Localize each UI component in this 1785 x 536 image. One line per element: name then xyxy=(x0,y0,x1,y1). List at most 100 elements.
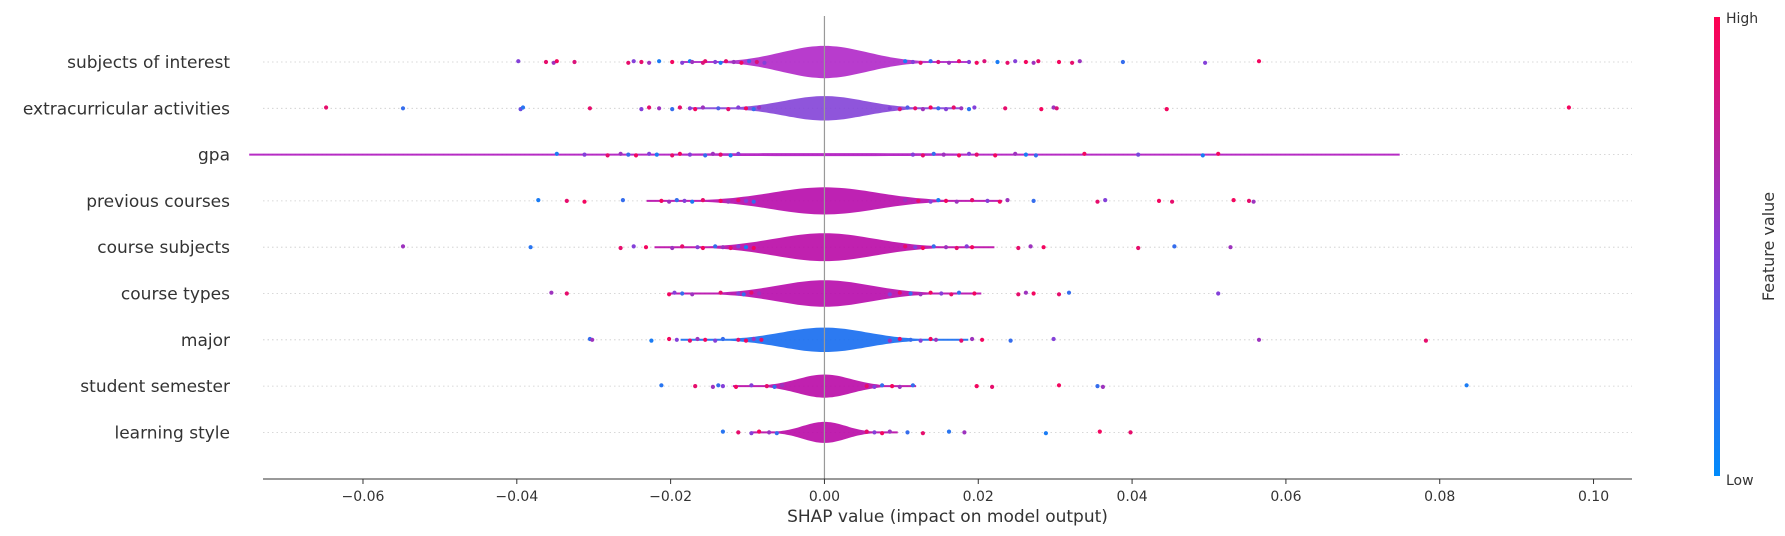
colorbar-gradient xyxy=(1714,17,1720,476)
shap-point xyxy=(723,59,729,64)
shap-point xyxy=(667,199,672,204)
shap-point xyxy=(726,199,731,204)
colorbar-high-label: High xyxy=(1726,11,1758,27)
shap-point xyxy=(736,198,741,203)
shap-point xyxy=(1008,338,1013,343)
shap-point xyxy=(693,384,698,389)
shap-point xyxy=(890,384,895,389)
shap-point xyxy=(887,338,892,343)
feature-row xyxy=(249,151,1632,158)
shap-point xyxy=(631,244,636,249)
shap-point xyxy=(970,198,975,203)
x-tick-label: −0.06 xyxy=(342,489,385,505)
shap-point xyxy=(897,336,902,342)
shap-point xyxy=(693,107,698,112)
feature-row xyxy=(263,233,1632,262)
shap-point xyxy=(520,105,526,110)
shap-point xyxy=(1056,383,1062,388)
shap-point xyxy=(667,336,672,342)
shap-point xyxy=(959,338,964,343)
shap-point xyxy=(864,384,869,389)
shap-point xyxy=(720,384,726,389)
shap-point xyxy=(687,338,693,343)
shap-point xyxy=(908,291,913,296)
shap-point xyxy=(690,59,695,65)
shap-point xyxy=(972,291,977,296)
feature-row xyxy=(263,421,1632,443)
shap-point xyxy=(995,59,1000,65)
shap-point xyxy=(897,384,902,389)
shap-point xyxy=(762,60,767,65)
shap-point xyxy=(1036,59,1041,64)
shap-point xyxy=(631,59,636,64)
shap-point xyxy=(718,152,723,157)
shap-point xyxy=(690,199,695,204)
shap-point xyxy=(670,107,675,112)
shap-point xyxy=(733,384,739,389)
shap-point xyxy=(751,107,756,112)
shap-point xyxy=(941,152,946,157)
shap-point xyxy=(728,245,733,251)
shap-point xyxy=(633,153,639,158)
shap-point xyxy=(936,198,941,203)
shap-point xyxy=(943,198,949,203)
shap-point xyxy=(647,60,652,65)
x-axis-label: SHAP value (impact on model output) xyxy=(787,507,1108,527)
shap-point xyxy=(743,245,749,250)
shap-point xyxy=(970,336,975,342)
feature-row xyxy=(263,280,1632,307)
shap-point xyxy=(936,59,941,65)
shap-point xyxy=(1156,198,1162,203)
feature-row xyxy=(263,327,1632,352)
shap-point xyxy=(887,292,892,297)
shap-point xyxy=(718,198,723,203)
shap-point xyxy=(639,59,644,65)
shap-point xyxy=(931,151,936,156)
shap-point xyxy=(667,292,672,297)
shap-point xyxy=(647,105,652,110)
shap-point xyxy=(990,384,995,389)
feature-label: extracurricular activities xyxy=(23,99,230,119)
shap-point xyxy=(931,244,936,249)
shap-point xyxy=(1028,244,1033,249)
shap-point xyxy=(780,383,785,388)
shap-point xyxy=(772,384,777,389)
shap-point xyxy=(739,60,744,65)
shap-point xyxy=(974,384,979,389)
feature-label: course subjects xyxy=(97,238,230,258)
shap-point xyxy=(736,337,741,342)
shap-point xyxy=(564,198,569,203)
shap-point xyxy=(324,105,329,110)
shap-point xyxy=(974,60,979,65)
shap-point xyxy=(670,245,675,251)
shap-point xyxy=(910,383,916,388)
shap-point xyxy=(880,431,885,436)
shap-point xyxy=(582,152,587,157)
shap-point xyxy=(943,107,949,112)
x-tick-label: 0.04 xyxy=(1116,489,1147,505)
shap-point xyxy=(649,338,654,343)
shap-point xyxy=(1003,106,1008,111)
colorbar-low-label: Low xyxy=(1726,473,1754,489)
shap-point xyxy=(943,245,949,250)
shap-point xyxy=(1066,290,1072,295)
shap-point xyxy=(1136,245,1141,251)
shap-point xyxy=(951,105,956,110)
shap-point xyxy=(1033,153,1038,158)
shap-point xyxy=(1095,384,1100,389)
shap-point xyxy=(703,153,708,158)
shap-point xyxy=(993,153,998,158)
feature-row xyxy=(263,187,1632,215)
shap-point xyxy=(716,383,721,388)
shap-point xyxy=(920,153,926,158)
shap-point xyxy=(618,151,623,156)
shap-point xyxy=(554,59,559,64)
shap-point xyxy=(743,338,749,343)
shap-point xyxy=(1216,151,1221,156)
shap-point xyxy=(939,291,944,296)
shap-point xyxy=(903,198,908,203)
shap-point xyxy=(1070,60,1075,65)
shap-point xyxy=(910,59,916,65)
shap-point xyxy=(910,152,916,157)
